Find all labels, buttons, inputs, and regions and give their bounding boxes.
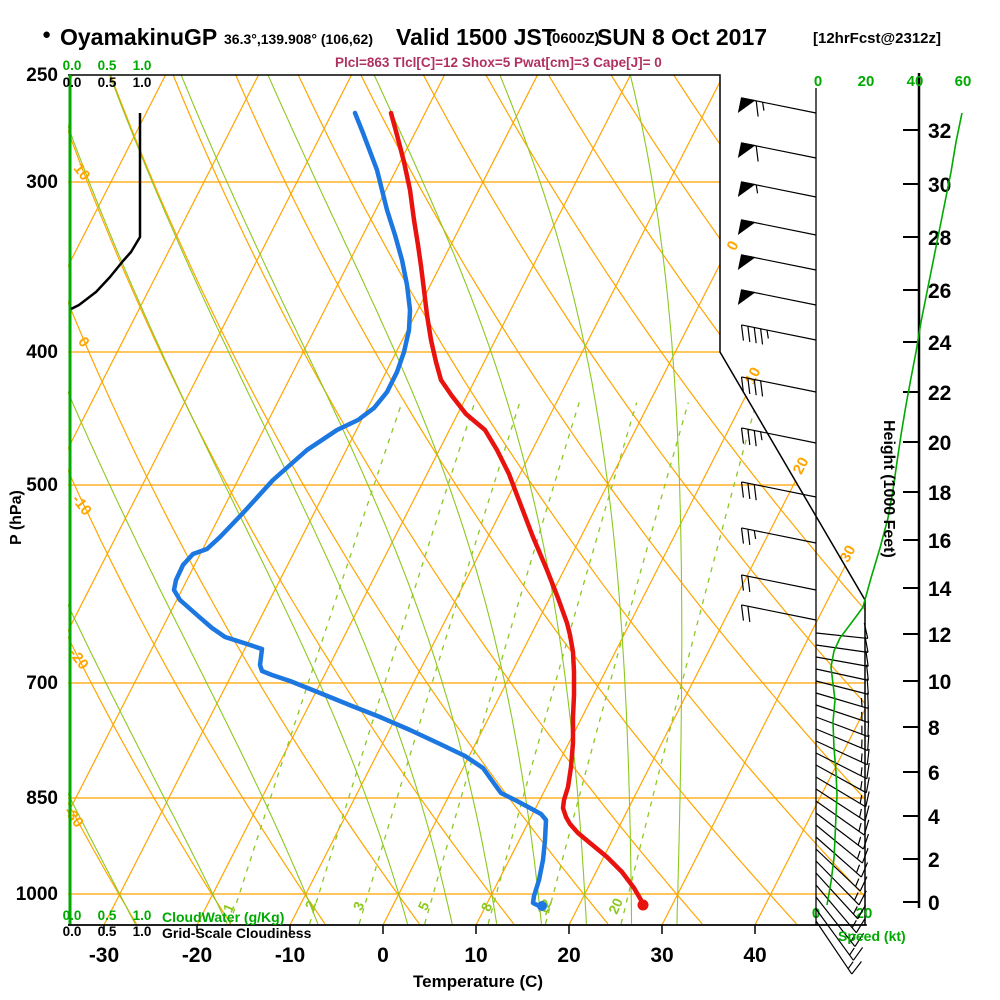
temperature-tick-label: -20: [182, 944, 212, 967]
mixing-ratio-label: 5: [415, 899, 433, 913]
cloudwater-scale-title: CloudWater (g/Kg): [162, 909, 285, 925]
cloudwater-scale-bottom-value: 0.0: [63, 908, 82, 923]
height-tick-label: 8: [928, 717, 940, 740]
height-tick-label: 18: [928, 482, 952, 505]
temperature-surface-dot: [637, 899, 649, 911]
height-axis-title: Height (1000 Feet): [880, 420, 897, 558]
temperature-tick-label: 10: [464, 944, 487, 967]
height-tick-label: 10: [928, 671, 951, 694]
cloudiness-scale-bottom-value: 1.0: [133, 924, 152, 939]
height-tick-label: 28: [928, 227, 952, 250]
height-tick-label: 24: [928, 332, 952, 355]
height-tick-label: 2: [928, 849, 940, 872]
dry-adiabat-label: 0: [74, 334, 93, 351]
temperature-tick-label: 0: [377, 944, 389, 967]
pressure-tick-label: 400: [26, 342, 58, 363]
cloudwater-scale-top-value: 0.0: [63, 58, 82, 73]
height-tick-label: 26: [928, 280, 951, 303]
valid-time: Valid 1500 JST: [396, 24, 556, 50]
cloudwater-scale-top-value: 1.0: [133, 58, 152, 73]
wind-barbs: [737, 97, 870, 975]
height-tick-label: 30: [928, 174, 951, 197]
height-tick-label: 12: [928, 624, 951, 647]
height-tick-label: 32: [928, 120, 951, 143]
height-tick-label: 14: [928, 578, 952, 601]
temperature-tick-label: -10: [275, 944, 305, 967]
height-tick-label: 4: [928, 806, 940, 829]
cloudiness-scale-top-value: 0.0: [63, 75, 82, 90]
wind-speed-curve: [826, 112, 963, 906]
height-tick-label: 22: [928, 382, 951, 405]
wind-scale-top-label: 20: [858, 73, 875, 90]
height-tick-label: 6: [928, 762, 940, 785]
station-bullet-icon: ●: [42, 26, 52, 43]
station-name: OyamakinuGP: [60, 24, 218, 50]
cloudwater-scale-top-value: 0.5: [98, 58, 117, 73]
temperature-tick-label: 30: [650, 944, 673, 967]
cloudiness-scale-top-value: 1.0: [133, 75, 152, 90]
wind-scale-bottom-label: 20: [856, 905, 873, 922]
temperature-tick-label: -30: [89, 944, 119, 967]
isotherm-label: 0: [724, 238, 743, 253]
dry-adiabat-label: 10: [70, 160, 94, 184]
dry-adiabat-label: -10: [68, 491, 95, 519]
height-tick-label: 16: [928, 530, 951, 553]
stability-params: Plcl=863 Tlcl[C]=12 Shox=5 Pwat[cm]=3 Ca…: [335, 55, 662, 70]
station-coords: 36.3°,139.908° (106,62): [224, 31, 373, 47]
pressure-tick-label: 700: [26, 673, 58, 694]
isotherm-label: 30: [837, 543, 860, 566]
cloudiness-curve: [70, 113, 142, 311]
valid-date: SUN 8 Oct 2017: [597, 24, 768, 50]
dewpoint-curve: [171, 110, 549, 909]
temperature-curve: [388, 110, 646, 908]
isotherm-label: 10: [742, 365, 765, 388]
speed-axis-title: Speed (kt): [838, 928, 906, 944]
pressure-tick-label: 850: [26, 788, 58, 809]
temperature-tick-label: 40: [743, 944, 766, 967]
valid-time-zulu: (0600Z): [547, 30, 600, 47]
dewpoint-surface-dot: [537, 901, 547, 911]
temperature-axis-title: Temperature (C): [413, 972, 544, 991]
isotherm-label: 20: [790, 455, 813, 478]
cloudiness-scale-bottom-value: 0.0: [63, 924, 82, 939]
cloudwater-scale-bottom-value: 0.5: [98, 908, 117, 923]
mixing-ratio-label: 20: [605, 895, 626, 916]
dry-adiabat-label: -30: [60, 803, 87, 831]
pressure-tick-label: 1000: [16, 884, 58, 905]
pressure-tick-label: 250: [26, 65, 58, 86]
mixing-ratio-label: 3: [350, 899, 368, 913]
gridscale-cloudiness-title: Grid-Scale Cloudiness: [162, 925, 312, 941]
forecast-tag: [12hrFcst@2312z]: [813, 30, 942, 47]
cloudiness-scale-top-value: 0.5: [98, 75, 117, 90]
cloudwater-scale-bottom-value: 1.0: [133, 908, 152, 923]
pressure-tick-label: 500: [26, 475, 58, 496]
wind-scale-top-label: 40: [907, 73, 924, 90]
wind-scale-top-label: 60: [955, 73, 972, 90]
cloudiness-scale-bottom-value: 0.5: [98, 924, 117, 939]
temperature-tick-label: 20: [557, 944, 580, 967]
wind-scale-top-label: 0: [814, 73, 822, 90]
pressure-tick-label: 300: [26, 172, 58, 193]
height-tick-label: 20: [928, 432, 951, 455]
height-tick-label: 0: [928, 892, 940, 915]
pressure-axis-title: P (hPa): [8, 490, 25, 545]
